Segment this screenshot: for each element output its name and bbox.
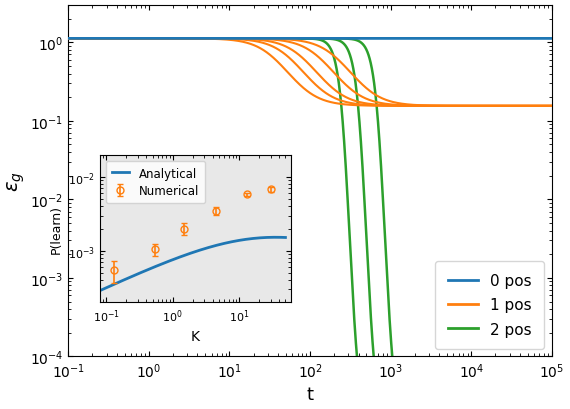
Analytical [272,235,279,240]
Y-axis label: $\varepsilon_g$: $\varepsilon_g$ [6,171,27,191]
Legend: Analytical, Numerical: Analytical, Numerical [105,161,205,204]
Analytical [186,252,193,256]
Analytical [197,248,203,253]
Analytical [96,288,103,293]
Analytical [249,236,255,241]
Analytical [207,245,214,250]
Analytical [278,235,285,240]
Y-axis label: P(learn): P(learn) [49,204,62,254]
Legend: 0 pos, 1 pos, 2 pos: 0 pos, 1 pos, 2 pos [435,261,544,349]
Line: Analytical: Analytical [100,238,286,291]
Analytical [282,236,289,240]
Analytical [185,252,192,257]
X-axis label: K: K [191,330,200,344]
X-axis label: t: t [307,386,314,403]
